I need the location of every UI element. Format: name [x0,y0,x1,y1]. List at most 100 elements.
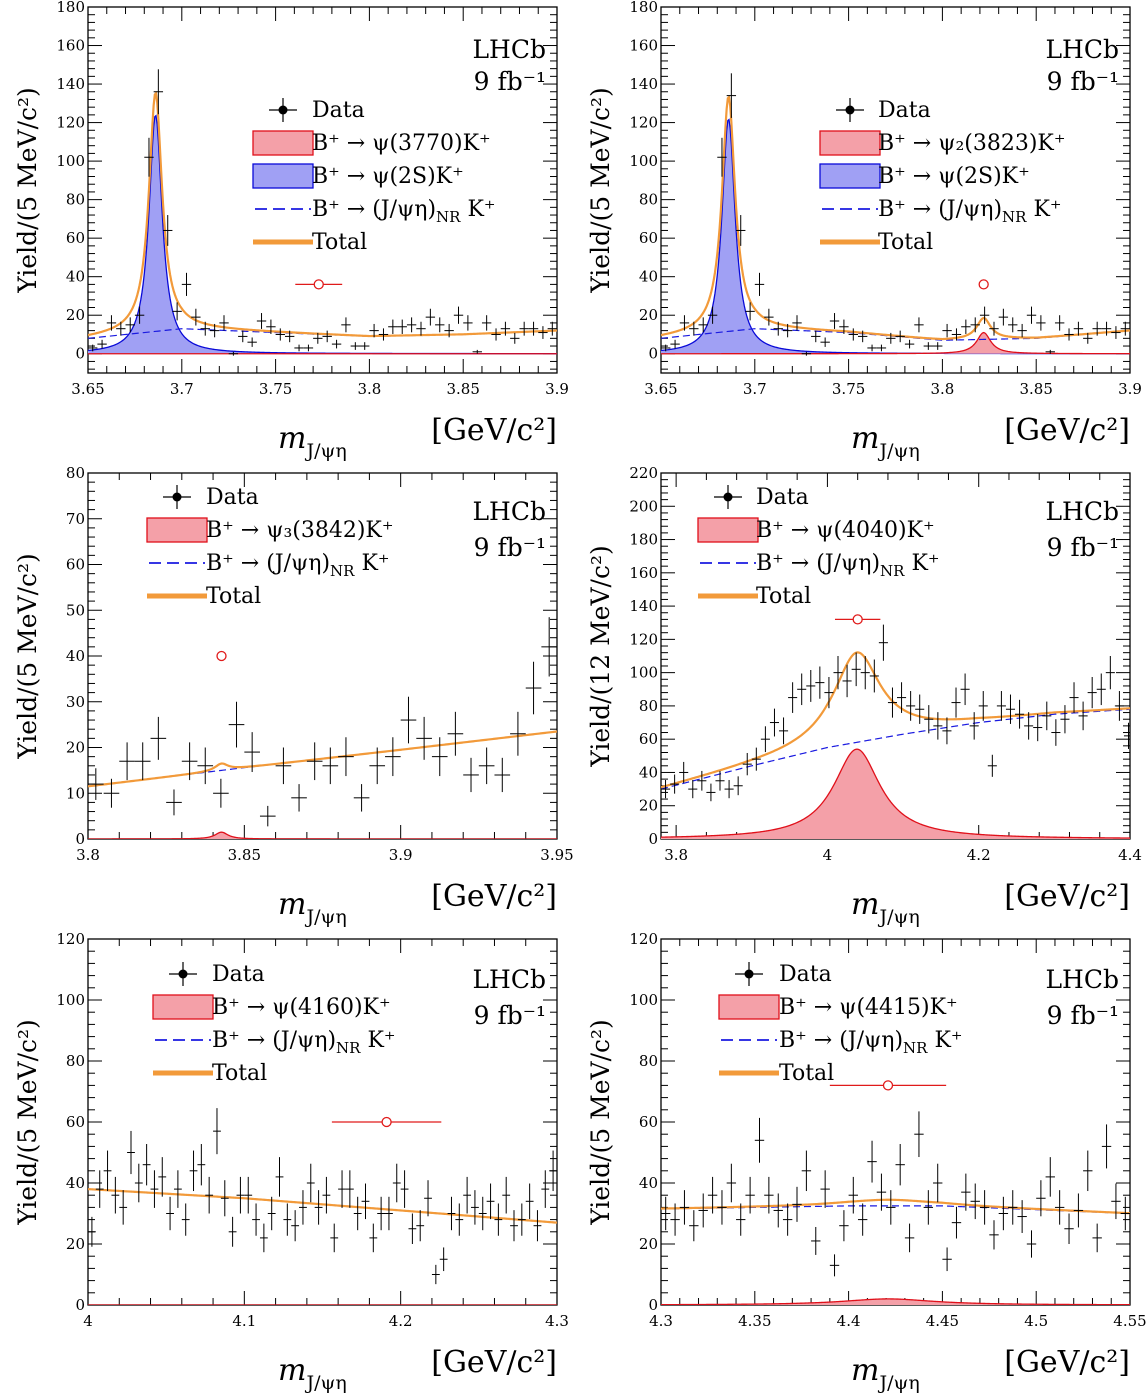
legend-entry-nr: B⁺ → (J/ψη)NR K⁺ [149,551,390,580]
data-point [915,695,924,724]
y-tick-label: 100 [629,991,658,1009]
data-point [538,326,547,339]
data-point [1027,1230,1036,1257]
data-point [770,709,779,737]
data-point [104,1151,112,1191]
data-point [205,1177,213,1214]
data-point [942,324,951,337]
svg-text:Data: Data [878,98,931,123]
data-point [191,309,200,326]
data-point [190,1151,198,1191]
svg-text:B⁺ → ψ(4040)K⁺: B⁺ → ψ(4040)K⁺ [756,518,935,543]
data-point [764,309,773,326]
data-point [839,1210,848,1241]
legend-entry-nr: B⁺ → (J/ψη)NR K⁺ [822,197,1062,226]
data-point [257,313,266,329]
y-tick-label: 100 [629,152,658,170]
x-tick-label: 3.75 [259,380,292,398]
data-point [463,1177,471,1214]
x-tick-label: 3.8 [76,846,100,864]
y-tick-label: 180 [629,531,658,549]
data-point [323,748,339,785]
y-tick-label: 0 [648,830,658,848]
data-point [933,1164,942,1203]
data-point [1102,1124,1111,1168]
data-point [1111,326,1120,339]
legend-entry-nr: B⁺ → (J/ψη)NR K⁺ [255,197,496,226]
legend-entry-blue: B⁺ → ψ(2S)K⁺ [253,164,464,189]
y-tick-label: 60 [639,229,658,247]
data-point [526,1184,534,1220]
data-point [416,1210,424,1241]
data-point [905,1224,914,1253]
data-point [1121,322,1130,336]
data-point [852,653,861,687]
data-point [1124,723,1133,749]
y-tick-label: 60 [66,229,85,247]
svg-text:B⁺ → (J/ψη)NR K⁺: B⁺ → (J/ψη)NR K⁺ [206,551,390,580]
legend-entry-total: Total [147,584,261,609]
x-axis-unit: [GeV/c²] [431,879,557,914]
legend-entry-nr: B⁺ → (J/ψη)NR K⁺ [721,1028,963,1057]
data-point [158,1157,166,1197]
svg-text:Data: Data [206,485,259,510]
data-point [797,673,806,705]
svg-text:B⁺ → ψ(2S)K⁺: B⁺ → ψ(2S)K⁺ [312,164,464,189]
data-point [999,309,1008,326]
data-point [1106,656,1115,689]
data-point [1046,1157,1055,1197]
data-point [283,1203,291,1235]
data-point [888,688,897,718]
legend-entry-total: Total [698,584,811,609]
data-point [877,345,886,352]
data-point [479,1197,487,1230]
data-point [346,1170,354,1208]
x-tick-label: 3.85 [1019,380,1052,398]
y-tick-label: 120 [56,932,85,948]
data-point [119,742,135,780]
data-point [743,753,752,775]
svg-text:B⁺ → (J/ψη)NR K⁺: B⁺ → (J/ψη)NR K⁺ [756,551,940,580]
data-point [426,309,435,326]
data-point [541,1170,549,1208]
y-axis-label: Yield/(5 MeV/c²) [13,1019,42,1226]
mass-marker [830,1081,946,1090]
data-point [494,758,510,792]
total-curve [88,1189,557,1223]
y-tick-label: 50 [66,601,85,619]
svg-text:Total: Total [312,230,367,255]
data-point [448,712,464,756]
data-point [276,1157,284,1197]
data-point [97,340,106,349]
legend-entry-nr: B⁺ → (J/ψη)NR K⁺ [155,1028,396,1057]
svg-text:B⁺ → ψ(2S)K⁺: B⁺ → ψ(2S)K⁺ [878,164,1030,189]
data-point [135,1164,143,1203]
data-point [734,776,743,795]
data-point [1064,1214,1073,1245]
x-tick-label: 4.35 [738,1312,771,1330]
data-point [369,1224,377,1253]
y-tick-label: 100 [56,152,85,170]
data-point [229,1217,237,1247]
data-point [299,1190,307,1225]
signal-curve [88,832,557,839]
data-point [661,780,670,798]
mass-marker [835,615,880,624]
data-point [752,748,761,771]
data-point [1015,700,1024,729]
data-point [951,688,960,718]
data-point [896,1144,905,1185]
data-point [315,1190,323,1225]
x-tick-label: 3.9 [545,380,569,398]
data-point [1017,1200,1026,1233]
data-point [802,1151,811,1191]
y-tick-label: 20 [639,1235,658,1253]
data-point [463,315,472,330]
x-tick-label: 3.85 [228,846,261,864]
data-point [830,1254,839,1276]
data-point [260,1224,268,1253]
data-point [260,806,276,826]
